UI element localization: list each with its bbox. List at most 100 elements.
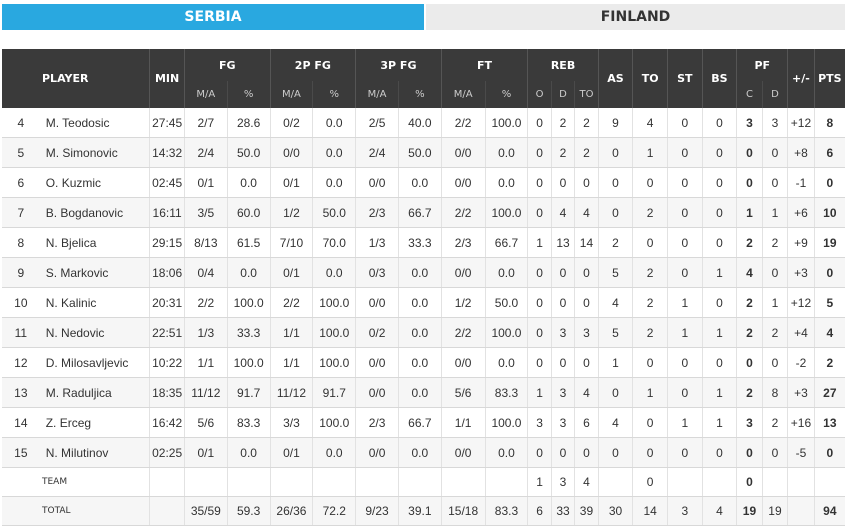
fg-percent: 33.3 <box>226 317 271 348</box>
reb-offensive: 0 <box>527 167 552 198</box>
header-to[interactable]: TO <box>632 49 668 108</box>
team-reb-defensive: 3 <box>550 467 575 497</box>
header-pts[interactable]: PTS <box>813 49 845 108</box>
total-min <box>149 496 185 526</box>
reb-total: 0 <box>574 347 599 378</box>
header-fg-ma[interactable]: M/A <box>183 81 228 108</box>
player-name[interactable]: N. Milutinov <box>39 437 150 468</box>
header-fg-pct[interactable]: % <box>226 81 271 108</box>
player-name[interactable]: M. Simonovic <box>39 137 150 168</box>
points: 10 <box>813 197 845 228</box>
player-name[interactable]: N. Kalinic <box>39 287 150 318</box>
player-name[interactable]: O. Kuzmic <box>39 167 150 198</box>
header-ft-pct[interactable]: % <box>484 81 528 108</box>
fg-percent: 50.0 <box>226 137 271 168</box>
total-fg-ma: 35/59 <box>183 496 228 526</box>
table-row[interactable]: 15 N. Milutinov 02:25 0/1 0.0 0/1 0.0 0/0 0.0 0/0… <box>2 437 845 468</box>
ft-percent: 0.0 <box>484 137 528 168</box>
header-2p-pct[interactable]: % <box>312 81 356 108</box>
steals: 1 <box>666 407 703 438</box>
blocks: 0 <box>701 197 737 228</box>
steals: 0 <box>666 257 703 288</box>
team-points <box>813 467 845 497</box>
player-number: 11 <box>2 317 40 348</box>
fg-made-attempted: 0/4 <box>183 257 228 288</box>
table-row[interactable]: 12 D. Milosavljevic 10:22 1/1 100.0 1/1 100.0 0… <box>2 347 845 378</box>
header-reb-d[interactable]: D <box>550 81 575 108</box>
player-name[interactable]: B. Bogdanovic <box>39 197 150 228</box>
header-as[interactable]: AS <box>597 49 633 108</box>
table-row[interactable]: 6 O. Kuzmic 02:45 0/1 0.0 0/1 0.0 0/0 0.0 0/0 0.0 0… <box>2 167 845 198</box>
total-assists: 30 <box>597 496 633 526</box>
3p-percent: 0.0 <box>397 257 442 288</box>
tab-finland[interactable]: FINLAND <box>426 4 845 30</box>
header-player[interactable]: PLAYER <box>2 49 150 108</box>
3p-made-attempted: 0/0 <box>355 347 399 378</box>
fg-made-attempted: 5/6 <box>183 407 228 438</box>
table-row[interactable]: 5 M. Simonovic 14:32 2/4 50.0 0/0 0.0 2/4 50.0 0/… <box>2 137 845 168</box>
fouls-committed: 2 <box>736 227 763 258</box>
reb-defensive: 3 <box>550 377 575 408</box>
player-name[interactable]: N. Bjelica <box>39 227 150 258</box>
reb-defensive: 13 <box>550 227 575 258</box>
table-row[interactable]: 11 N. Nedovic 22:51 1/3 33.3 1/1 100.0 0/2 0.0 2/… <box>2 317 845 348</box>
assists: 4 <box>597 407 633 438</box>
header-pf-d[interactable]: D <box>761 81 788 108</box>
points: 13 <box>813 407 845 438</box>
header-2p-ma[interactable]: M/A <box>269 81 313 108</box>
ft-percent: 0.0 <box>484 167 528 198</box>
ft-percent: 0.0 <box>484 437 528 468</box>
player-name[interactable]: Z. Erceg <box>39 407 150 438</box>
reb-defensive: 2 <box>550 137 575 168</box>
3p-percent: 0.0 <box>397 167 442 198</box>
team-plus-minus <box>787 467 815 497</box>
header-st[interactable]: ST <box>666 49 703 108</box>
header-reb-o[interactable]: O <box>527 81 552 108</box>
reb-total: 6 <box>574 407 599 438</box>
player-name[interactable]: S. Markovic <box>39 257 150 288</box>
table-row[interactable]: 4 M. Teodosic 27:45 2/7 28.6 0/2 0.0 2/5 40.0 2/2… <box>2 108 845 138</box>
fouls-committed: 2 <box>736 287 763 318</box>
fg-made-attempted: 0/1 <box>183 437 228 468</box>
minutes: 18:35 <box>149 377 185 408</box>
2p-made-attempted: 0/2 <box>269 108 313 138</box>
table-row[interactable]: 14 Z. Erceg 16:42 5/6 83.3 3/3 100.0 2/3 66.7 1/1… <box>2 407 845 438</box>
table-row[interactable]: 7 B. Bogdanovic 16:11 3/5 60.0 1/2 50.0 2/3 66.7… <box>2 197 845 228</box>
3p-percent: 66.7 <box>397 407 442 438</box>
player-name[interactable]: M. Teodosic <box>39 108 150 138</box>
header-plus-minus[interactable]: +/- <box>787 49 815 108</box>
minutes: 10:22 <box>149 347 185 378</box>
table-row[interactable]: 9 S. Markovic 18:06 0/4 0.0 0/1 0.0 0/3 0.0 0/0 0.… <box>2 257 845 288</box>
turnovers: 4 <box>632 108 668 138</box>
table-row[interactable]: 8 N. Bjelica 29:15 8/13 61.5 7/10 70.0 1/3 33.3 2… <box>2 227 845 258</box>
header-min[interactable]: MIN <box>149 49 185 108</box>
header-pf-c[interactable]: C <box>736 81 763 108</box>
fouls-committed: 2 <box>736 377 763 408</box>
tab-serbia[interactable]: SERBIA <box>2 4 424 30</box>
blocks: 0 <box>701 137 737 168</box>
table-row[interactable]: 13 M. Raduljica 18:35 11/12 91.7 11/12 91.7 0/0… <box>2 377 845 408</box>
total-fouls-drawn: 19 <box>761 496 788 526</box>
header-3p-ma[interactable]: M/A <box>355 81 399 108</box>
fg-made-attempted: 1/3 <box>183 317 228 348</box>
header-reb-to[interactable]: TO <box>574 81 599 108</box>
header-3p-pct[interactable]: % <box>397 81 442 108</box>
plus-minus: +3 <box>787 377 815 408</box>
turnovers: 2 <box>632 317 668 348</box>
player-number: 12 <box>2 347 40 378</box>
fouls-drawn: 0 <box>761 257 788 288</box>
ft-made-attempted: 0/0 <box>440 347 486 378</box>
player-number: 8 <box>2 227 40 258</box>
header-ft-ma[interactable]: M/A <box>440 81 486 108</box>
player-name[interactable]: N. Nedovic <box>39 317 150 348</box>
player-number: 13 <box>2 377 40 408</box>
3p-percent: 66.7 <box>397 197 442 228</box>
player-name[interactable]: M. Raduljica <box>39 377 150 408</box>
reb-offensive: 0 <box>527 437 552 468</box>
total-label: TOTAL <box>2 496 150 526</box>
player-name[interactable]: D. Milosavljevic <box>39 347 150 378</box>
table-row[interactable]: 10 N. Kalinic 20:31 2/2 100.0 2/2 100.0 0/0 0.0 1… <box>2 287 845 318</box>
team-turnovers: 0 <box>632 467 668 497</box>
plus-minus: +12 <box>787 108 815 138</box>
header-bs[interactable]: BS <box>701 49 737 108</box>
